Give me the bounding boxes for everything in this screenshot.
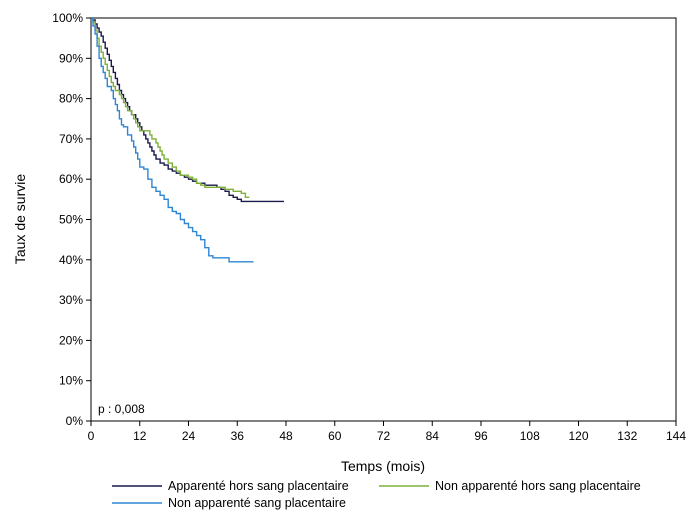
series-lines (91, 17, 284, 263)
y-tick-label: 70% (59, 132, 83, 146)
x-tick-label: 120 (568, 429, 588, 443)
y-tick-label: 60% (59, 172, 83, 186)
x-tick-label: 84 (426, 429, 440, 443)
x-tick-label: 12 (133, 429, 147, 443)
y-tick-label: 30% (59, 293, 83, 307)
series-line-1 (91, 17, 284, 203)
x-axis: 0 12 24 36 48 60 72 84 96 108 120 132 144 (88, 421, 686, 443)
legend-label: Non apparenté sang placentaire (168, 496, 346, 510)
x-tick-label: 96 (474, 429, 488, 443)
y-tick-label: 100% (52, 11, 83, 25)
x-tick-label: 108 (520, 429, 540, 443)
x-tick-label: 36 (231, 429, 245, 443)
x-tick-label: 72 (377, 429, 391, 443)
x-tick-label: 0 (88, 429, 95, 443)
x-tick-label: 48 (279, 429, 293, 443)
series-line-2 (91, 17, 250, 198)
y-tick-label: 0% (66, 414, 84, 428)
p-value-annotation: p : 0,008 (98, 402, 145, 416)
x-tick-label: 24 (182, 429, 196, 443)
x-axis-title: Temps (mois) (341, 458, 425, 474)
y-axis-title: Taux de survie (12, 174, 28, 264)
y-axis: 0% 10% 20% 30% 40% 50% 60% 70% 80% 90% 100% (52, 11, 91, 428)
y-tick-label: 10% (59, 374, 83, 388)
plot-frame (90, 17, 677, 422)
x-tick-label: 60 (328, 429, 342, 443)
y-tick-label: 40% (59, 253, 83, 267)
legend: Apparenté hors sang placentaire Non appar… (112, 479, 641, 510)
y-tick-label: 20% (59, 333, 83, 347)
legend-label: Non apparenté hors sang placentaire (435, 479, 641, 493)
legend-label: Apparenté hors sang placentaire (168, 479, 349, 493)
x-tick-label: 132 (617, 429, 637, 443)
y-tick-label: 90% (59, 51, 83, 65)
y-tick-label: 50% (59, 213, 83, 227)
x-tick-label: 144 (666, 429, 686, 443)
y-tick-label: 80% (59, 92, 83, 106)
series-line-3 (91, 17, 254, 263)
